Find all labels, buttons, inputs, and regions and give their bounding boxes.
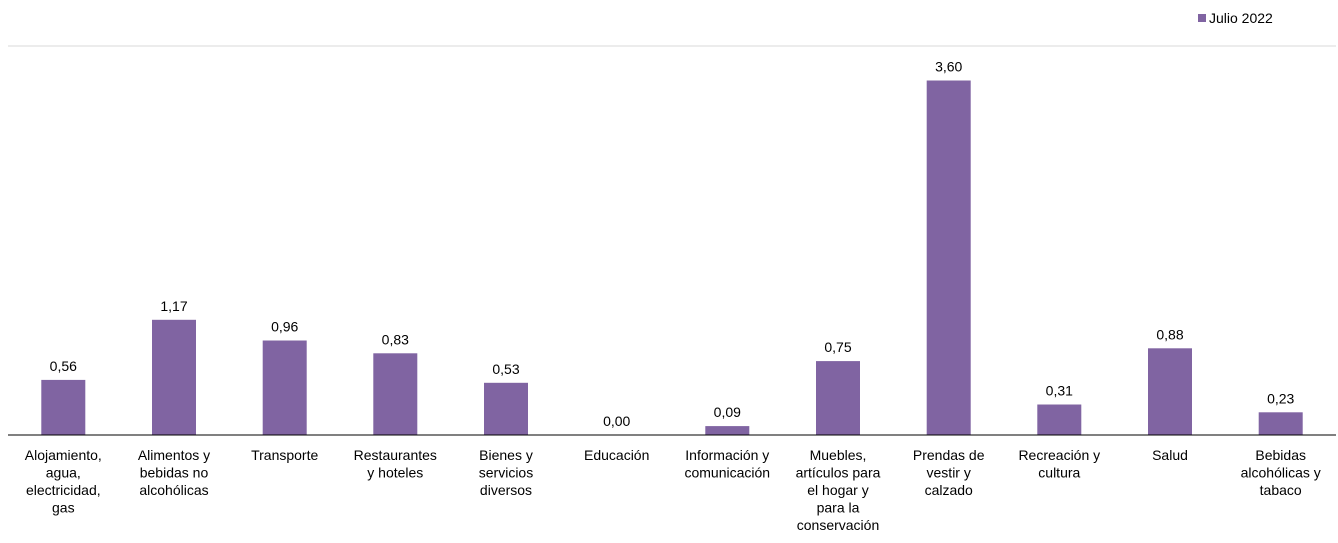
x-tick-label-line: vestir y [927,465,971,481]
x-tick-label-line: Transporte [251,447,318,463]
x-tick-labels-group: Alojamiento, agua, electricidad, gas Aliment… [25,447,1321,533]
x-tick-label: Bienes y servicios diversos [479,447,533,498]
x-tick-label-line: agua, [46,465,81,481]
x-tick-label-line: Alojamiento, [25,447,102,463]
x-tick-label: Alimentos y bebidas no alcohólicas [138,447,210,498]
bar [262,340,307,435]
x-tick-label-line: el hogar y [807,482,868,498]
data-label: 0,00 [603,413,630,429]
x-tick-label: Recreación y cultura [1018,447,1100,481]
x-tick-label-line: bebidas no [140,465,209,481]
bar [1037,404,1082,435]
x-tick-label-line: Educación [584,447,649,463]
data-label: 0,53 [492,361,519,377]
x-tick-label: Muebles, artículos para el hogar y para la c… [796,447,881,533]
data-label: 0,56 [50,358,77,374]
x-tick-label-line: artículos para [796,465,881,481]
x-tick-label-line: Bienes y [479,447,533,463]
bar [816,361,860,435]
data-label: 1,17 [160,298,187,314]
x-tick-label-line: Salud [1152,447,1188,463]
x-tick-label-line: Información y [685,447,769,463]
bar [1148,348,1192,435]
x-tick-label-line: diversos [480,482,532,498]
x-tick-label-line: Recreación y [1018,447,1100,463]
data-label: 0,88 [1156,326,1183,342]
x-tick-label: Información y comunicación [684,447,770,481]
x-tick-label-line: servicios [479,465,533,481]
data-label: 0,09 [714,404,741,420]
data-label: 0,83 [382,331,409,347]
x-tick-label: Bebidas alcohólicas y tabaco [1241,447,1321,498]
x-tick-label-line: Prendas de [913,447,985,463]
x-tick-label-line: Muebles, [810,447,867,463]
x-tick-label-line: conservación [797,517,880,533]
bars-group [41,80,1303,435]
x-tick-label-line: alcohólicas y [1241,465,1321,481]
bar [705,426,750,435]
x-tick-label: Transporte [251,447,318,463]
x-tick-label-line: y hoteles [367,465,423,481]
data-label: 0,31 [1046,383,1073,399]
x-tick-label-line: electricidad, [26,482,101,498]
x-tick-label: Prendas de vestir y calzado [913,447,985,498]
data-label: 0,96 [271,319,298,335]
bar [1258,412,1303,435]
x-tick-label: Alojamiento, agua, electricidad, gas [25,447,102,516]
bar [152,319,196,435]
x-tick-label-line: para la [817,500,860,516]
x-tick-label-line: Bebidas [1255,447,1306,463]
x-tick-label: Restaurantes y hoteles [354,447,437,481]
data-label: 0,23 [1267,390,1294,406]
legend-swatch [1198,14,1206,22]
bar [926,80,971,435]
data-label: 0,75 [824,339,851,355]
bar [41,379,86,435]
x-tick-label-line: Alimentos y [138,447,210,463]
data-label: 3,60 [935,59,962,75]
data-labels-group: 0,56 1,17 0,96 0,83 0,53 0,00 0,09 0,75 3,60 0,31… [50,59,1295,430]
x-tick-label-line: alcohólicas [139,482,208,498]
bar [484,382,528,435]
legend: Julio 2022 [1198,10,1273,26]
x-tick-label-line: comunicación [684,465,770,481]
x-tick-label-line: Restaurantes [354,447,437,463]
x-tick-label-line: calzado [925,482,973,498]
x-tick-label-line: gas [52,500,75,516]
x-tick-label: Salud [1152,447,1188,463]
x-tick-label-line: tabaco [1260,482,1302,498]
bar [373,353,418,435]
legend-label: Julio 2022 [1209,10,1273,26]
x-tick-label-line: cultura [1038,465,1080,481]
x-tick-label: Educación [584,447,649,463]
